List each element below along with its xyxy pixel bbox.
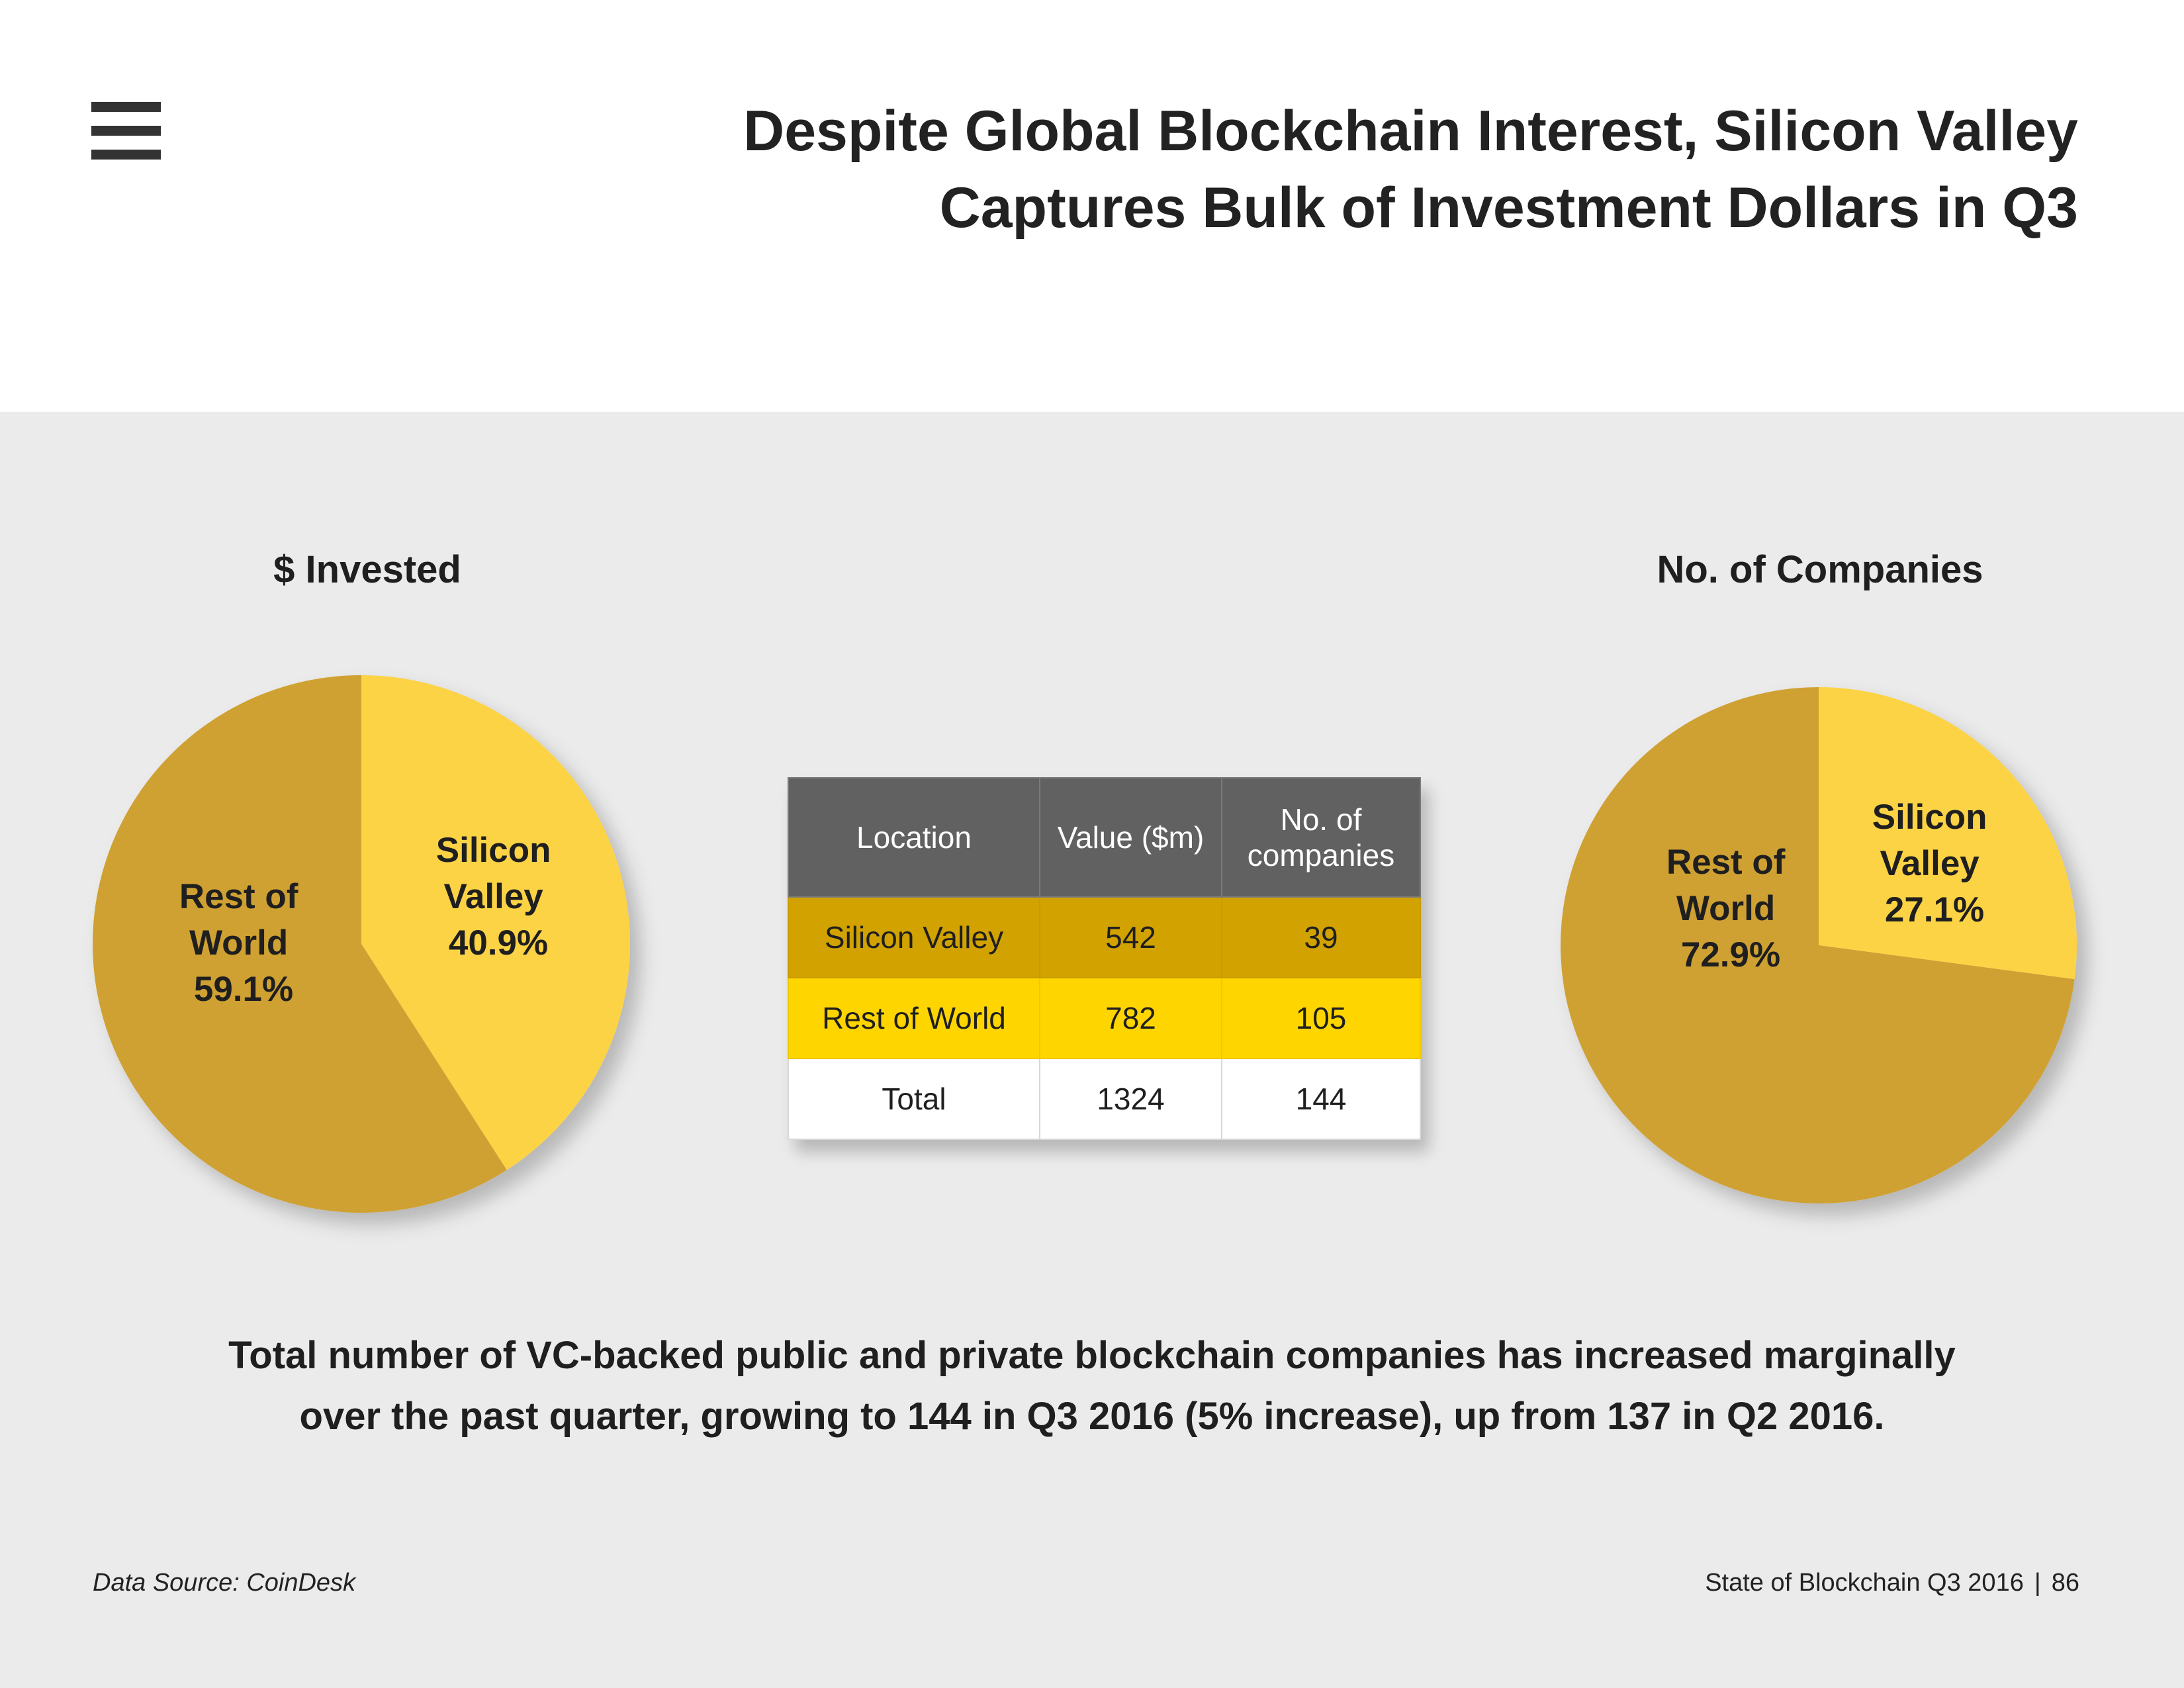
table-row: Rest of World 782 105 [788, 977, 1421, 1059]
page-title-line-2: Captures Bulk of Investment Dollars in Q… [939, 176, 2078, 240]
pie-label-line: Rest of [1666, 843, 1786, 882]
page-title-line-1: Despite Global Blockchain Interest, Sili… [743, 99, 2078, 163]
table-row: Silicon Valley 542 39 [788, 896, 1421, 978]
pie-label-rest-of-world: Rest of World 59.1% [179, 877, 308, 1009]
column-header-companies-line-1: No. of [1280, 802, 1362, 837]
cell-value: 542 [1039, 896, 1222, 978]
cell-companies: 105 [1221, 977, 1421, 1059]
pie-label-line: World [1676, 889, 1775, 928]
pie-slice-rest-of-world [92, 675, 507, 1213]
report-name: State of Blockchain Q3 2016 [1705, 1569, 2024, 1597]
pie-label-silicon-valley: Silicon Valley 40.9% [436, 831, 561, 962]
menu-bar [91, 102, 161, 112]
content-panel: $ Invested No. of Companies Silicon Vall… [0, 412, 2184, 1688]
pie-label-value: 40.9% [449, 923, 548, 962]
invested-chart-title: $ Invested [273, 548, 461, 591]
summary-text: Total number of VC-backed public and pri… [99, 1325, 2085, 1447]
pie-label-value: 27.1% [1885, 890, 1984, 929]
pie-slice-silicon-valley [1819, 687, 2077, 980]
data-source: Data Source: CoinDesk [93, 1569, 356, 1597]
investment-table: Location Value ($m) No. of companies Sil… [788, 777, 1421, 1140]
table-row: Total 1324 144 [788, 1058, 1421, 1140]
column-header-companies-line-2: companies [1247, 838, 1395, 872]
page-number: 86 [2051, 1569, 2079, 1597]
pie-label-rest-of-world: Rest of World 72.9% [1666, 843, 1795, 974]
cell-value: 782 [1039, 977, 1222, 1059]
cell-location: Rest of World [788, 977, 1040, 1059]
cell-companies: 39 [1221, 896, 1421, 978]
pie-slice-silicon-valley [361, 675, 630, 1170]
pie-slice-rest-of-world [1561, 687, 2075, 1203]
table-header-row: Location Value ($m) No. of companies [788, 777, 1421, 898]
invested-pie-chart: Silicon Valley 40.9% Rest of World 59.1% [92, 675, 630, 1213]
pie-label-line: Valley [1880, 844, 1979, 883]
companies-pie-chart: Silicon Valley 27.1% Rest of World 72.9% [1561, 687, 2077, 1203]
page-title: Despite Global Blockchain Interest, Sili… [424, 93, 2078, 246]
summary-line-1: Total number of VC-backed public and pri… [228, 1334, 1956, 1377]
pie-label-value: 72.9% [1681, 935, 1780, 974]
pie-label-line: World [189, 923, 288, 962]
pie-label-line: Silicon [1872, 798, 1987, 837]
hamburger-menu-icon[interactable] [91, 99, 161, 162]
menu-bar [91, 150, 161, 160]
pie-label-line: Silicon [436, 831, 551, 870]
pie-label-line: Rest of [179, 877, 298, 916]
pie-label-value: 59.1% [194, 970, 293, 1009]
column-header-location: Location [788, 777, 1040, 898]
cell-location: Silicon Valley [788, 896, 1040, 978]
summary-line-2: over the past quarter, growing to 144 in… [299, 1395, 1885, 1438]
footer-separator: | [2034, 1569, 2041, 1597]
cell-companies: 144 [1221, 1058, 1421, 1140]
column-header-value: Value ($m) [1039, 777, 1222, 898]
pie-label-line: Valley [443, 877, 543, 916]
cell-value: 1324 [1039, 1058, 1222, 1140]
column-header-companies: No. of companies [1221, 777, 1421, 898]
cell-location: Total [788, 1058, 1040, 1140]
page-footer: State of Blockchain Q3 2016 | 86 [1705, 1569, 2079, 1597]
companies-chart-title: No. of Companies [1657, 548, 1983, 591]
menu-bar [91, 126, 161, 136]
pie-label-silicon-valley: Silicon Valley 27.1% [1872, 798, 1997, 929]
